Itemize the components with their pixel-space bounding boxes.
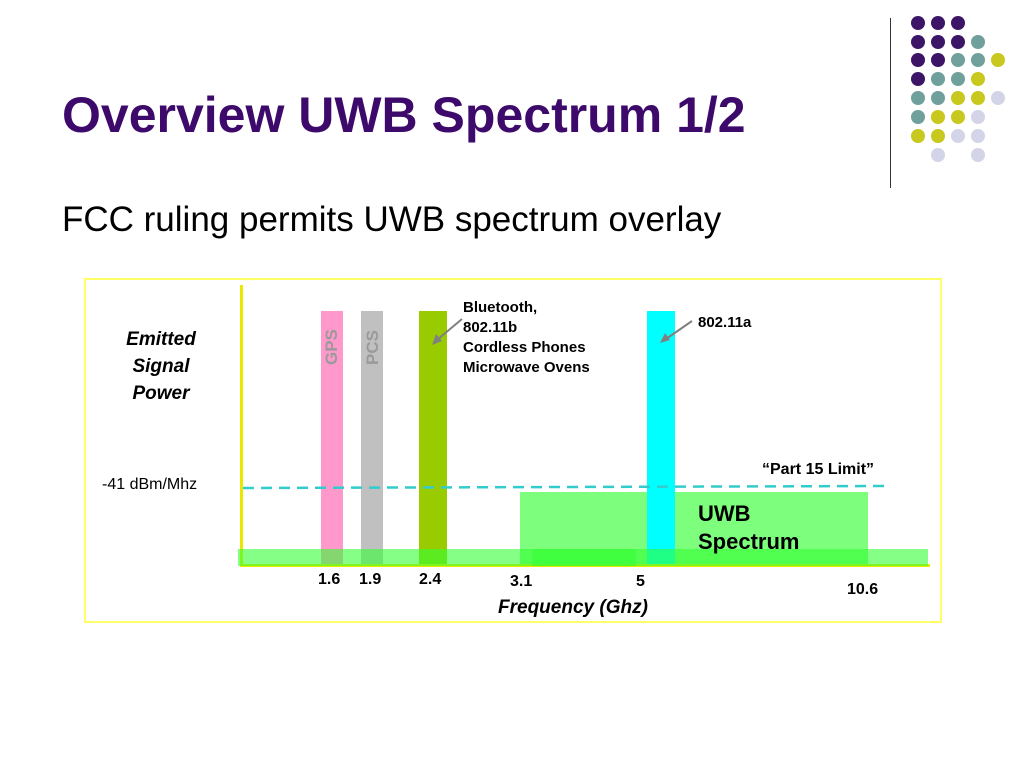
tick-label: 10.6 — [847, 581, 879, 598]
decorative-dot — [931, 91, 945, 105]
decorative-dot — [951, 110, 965, 124]
decorative-dot — [971, 72, 985, 86]
band-label-gps: GPS — [322, 329, 341, 365]
band-gps — [321, 311, 343, 567]
decorative-dot — [951, 91, 965, 105]
decorative-dot — [931, 110, 945, 124]
decorative-dot — [911, 110, 925, 124]
tick-label: 1.9 — [359, 571, 382, 588]
callout-2-4-text: Bluetooth, 802.11b Cordless Phones Micro… — [463, 299, 590, 376]
band-80211a — [647, 311, 675, 567]
decorative-dot — [951, 72, 965, 86]
decorative-dot — [991, 53, 1005, 67]
decorative-dot — [931, 16, 945, 30]
decorative-dot — [911, 53, 925, 67]
ground-strip-right — [532, 549, 928, 566]
tick-label: 5 — [636, 573, 645, 590]
y-axis-line — [240, 285, 243, 567]
tick-label: 2.4 — [419, 571, 442, 588]
decorative-dot — [971, 53, 985, 67]
decorative-dot — [911, 35, 925, 49]
tick-label: 3.1 — [510, 573, 533, 590]
decorative-dot — [951, 129, 965, 143]
decorative-dot — [911, 91, 925, 105]
decorative-dot — [991, 91, 1005, 105]
decorative-dot — [971, 129, 985, 143]
decorative-dot — [911, 129, 925, 143]
decorative-dot — [931, 148, 945, 162]
decorative-dot — [931, 72, 945, 86]
decorative-dot — [971, 110, 985, 124]
decorative-dot — [931, 129, 945, 143]
limit-value-label: -41 dBm/Mhz — [102, 476, 198, 493]
callout-arrow-2-4 — [436, 318, 463, 341]
decorative-dot — [971, 148, 985, 162]
decorative-dot — [951, 53, 965, 67]
y-axis-label: Emitted Signal Power — [126, 329, 196, 404]
band-pcs — [361, 311, 383, 567]
tick-label: 1.6 — [318, 571, 341, 588]
decorative-divider — [890, 18, 891, 188]
decorative-dot — [931, 53, 945, 67]
diagram-canvas — [238, 285, 930, 567]
decorative-dot — [971, 35, 985, 49]
uwb-spectrum-label: UWB Spectrum — [698, 501, 800, 554]
decorative-dot — [931, 35, 945, 49]
band-bluetooth — [419, 311, 447, 567]
decorative-dot — [951, 16, 965, 30]
band-label-pcs: PCS — [363, 330, 382, 365]
decorative-dot — [911, 16, 925, 30]
x-axis-label: Frequency (Ghz) — [498, 597, 648, 618]
uwb-spectrum-diagram: Emitted Signal Power -41 dBm/Mhz GPS PCS… — [84, 278, 942, 623]
page-title: Overview UWB Spectrum 1/2 — [62, 87, 746, 143]
callout-5-text: 802.11a — [698, 314, 752, 331]
callout-arrow-5 — [665, 320, 693, 340]
part-15-limit-label: “Part 15 Limit” — [762, 461, 875, 478]
decorative-dot — [951, 35, 965, 49]
decorative-dot — [971, 91, 985, 105]
decorative-dot — [911, 72, 925, 86]
page-subtitle: FCC ruling permits UWB spectrum overlay — [62, 200, 722, 239]
